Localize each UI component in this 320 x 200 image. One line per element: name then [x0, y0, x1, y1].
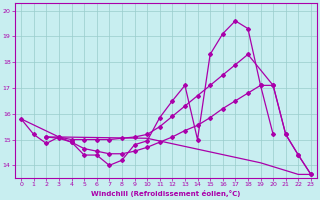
X-axis label: Windchill (Refroidissement éolien,°C): Windchill (Refroidissement éolien,°C)	[91, 190, 241, 197]
